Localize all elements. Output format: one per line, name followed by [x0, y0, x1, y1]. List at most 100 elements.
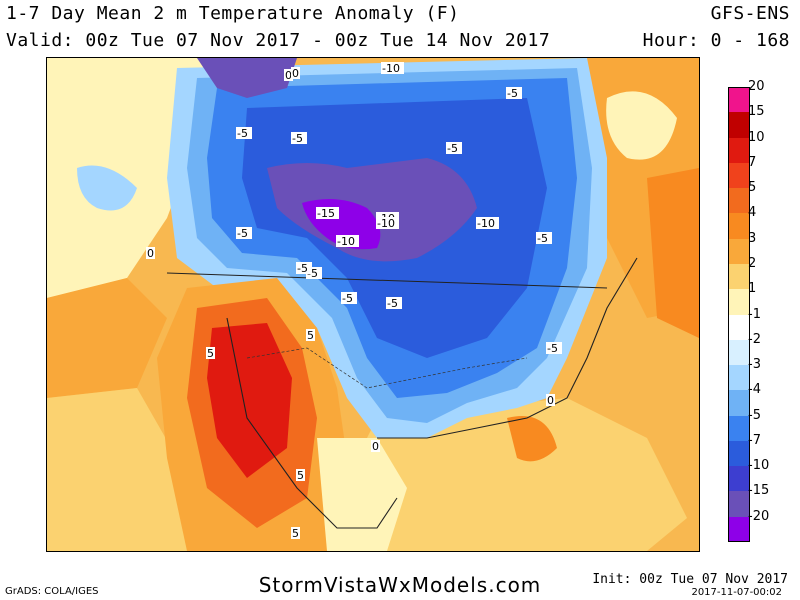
- contour-label: -5: [307, 267, 318, 280]
- colorbar-swatch: [728, 440, 750, 467]
- coastline-west: [226, 317, 398, 529]
- map-title: 1-7 Day Mean 2 m Temperature Anomaly (F): [6, 3, 460, 24]
- valid-time: Valid: 00z Tue 07 Nov 2017 - 00z Tue 14 …: [6, 30, 551, 51]
- colorbar-tick-label: -3: [748, 357, 761, 373]
- contour-label: -5: [547, 342, 558, 355]
- mexico-neutral-zone: [317, 438, 407, 551]
- anomaly-map: -5-5-10-5-5-5-5-5-10-10-15-10-10-5-5-5-5…: [46, 57, 700, 552]
- colorbar-swatch: [728, 516, 750, 543]
- cool-anomaly-10: [267, 158, 477, 262]
- contour-label-bg: [336, 235, 359, 247]
- colorbar-swatch: [728, 339, 750, 366]
- contour-label-bg: [546, 394, 555, 406]
- gulf-caribbean-zone: [347, 398, 687, 551]
- contour-label: 5: [207, 347, 214, 360]
- contour-label-bg: [371, 440, 380, 452]
- contour-label-bg: [506, 87, 522, 99]
- contour-label-bg: [291, 132, 307, 144]
- contour-label-bg: [446, 142, 462, 154]
- contour-label: 5: [292, 527, 299, 540]
- colorbar-tick-label: 1: [748, 281, 757, 297]
- colorbar-tick-label: 3: [748, 230, 757, 246]
- colorbar-tick-label: -5: [748, 407, 761, 423]
- contour-label: -5: [387, 297, 398, 310]
- contour-labels: -5-5-10-5-5-5-5-5-10-10-15-10-10-5-5-5-5…: [146, 62, 562, 540]
- pacific-neutral-zone: [47, 58, 207, 298]
- contour-label: -5: [507, 87, 518, 100]
- colorbar-swatch: [728, 263, 750, 290]
- contour-label: -5: [292, 132, 303, 145]
- contour-label-bg: [206, 347, 215, 359]
- atlantic-orange-patch: [647, 168, 699, 338]
- florida-warm-patch: [507, 416, 557, 462]
- state-lines: [246, 347, 528, 389]
- alaska-cold-patch: [197, 58, 297, 98]
- contour-label: 0: [285, 69, 292, 82]
- contour-label: 0: [147, 247, 154, 260]
- colorbar-tick-label: 4: [748, 205, 757, 221]
- colorbar-tick-label: -1: [748, 306, 761, 322]
- creation-stamp: 2017-11-07-00:02: [691, 587, 782, 598]
- contour-label: 5: [307, 329, 314, 342]
- colorbar-tick-label: -20: [748, 508, 770, 524]
- contour-label-bg: [296, 262, 312, 274]
- atlantic-neutral-patch: [606, 91, 677, 160]
- contour-label: -10: [377, 217, 395, 230]
- colorbar-tick-label: -7: [748, 432, 761, 448]
- colorbar-swatch: [728, 137, 750, 164]
- contour-label-bg: [291, 67, 300, 79]
- contour-label: -5: [297, 262, 308, 275]
- pacific-south-zone: [47, 388, 197, 551]
- anomaly-map-svg: -5-5-10-5-5-5-5-5-10-10-15-10-10-5-5-5-5…: [47, 58, 699, 551]
- colorbar-swatch: [728, 289, 750, 315]
- colorbar-swatch: [728, 365, 750, 391]
- colorbar-swatch: [728, 213, 750, 240]
- contour-label-bg: [291, 527, 300, 539]
- contour-label: -5: [237, 127, 248, 140]
- colorbar-swatch: [728, 466, 750, 492]
- colorbar-swatch: [728, 162, 750, 189]
- contour-label-bg: [476, 217, 499, 229]
- pacific-warm-zone: [47, 278, 167, 398]
- contour-label-bg: [376, 217, 399, 229]
- colorbar-tick-label: 15: [748, 104, 765, 120]
- colorbar-swatch: [728, 491, 750, 518]
- contour-label: -10: [382, 62, 400, 75]
- colorbar-tick-label: -15: [748, 483, 770, 499]
- contour-label: 0: [292, 67, 299, 80]
- contour-label-bg: [284, 69, 293, 81]
- model-name: GFS-ENS: [710, 3, 790, 24]
- contour-label-bg: [316, 207, 339, 219]
- colorbar-swatch: [728, 188, 750, 214]
- site-watermark: StormVistaWxModels.com: [258, 573, 542, 597]
- colorbar-tick-label: 20: [748, 79, 765, 94]
- contour-label: 0: [372, 440, 379, 453]
- colorbar-swatch: [728, 390, 750, 417]
- contour-label-bg: [381, 62, 404, 74]
- colorbar-tick-label: 7: [748, 154, 757, 170]
- contour-label: -5: [447, 142, 458, 155]
- canada-us-border: [166, 272, 608, 289]
- contour-label-bg: [546, 342, 562, 354]
- contour-label: 0: [547, 394, 554, 407]
- coastline-east: [377, 257, 638, 439]
- contour-label-bg: [146, 247, 155, 259]
- contour-label: -5: [342, 292, 353, 305]
- warm-anomaly-7: [207, 323, 292, 478]
- init-time: Init: 00z Tue 07 Nov 2017: [592, 572, 788, 587]
- contour-label: -5: [537, 232, 548, 245]
- contour-label: -15: [317, 207, 335, 220]
- contour-label-bg: [536, 232, 552, 244]
- contour-label-bg: [306, 329, 315, 341]
- grads-credit: GrADS: COLA/IGES: [5, 586, 99, 597]
- colorbar-swatch: [728, 415, 750, 442]
- pacific-cool-patch: [77, 165, 137, 211]
- contour-label-bg: [341, 292, 357, 304]
- colorbar-tick-label: 2: [748, 255, 757, 271]
- contour-label-bg: [386, 297, 402, 309]
- contour-label-bg: [296, 469, 305, 481]
- colorbar-swatch: [728, 238, 750, 265]
- colorbar-tick-label: -4: [748, 382, 761, 398]
- contour-label-bg: [236, 227, 252, 239]
- contour-label: -10: [337, 235, 355, 248]
